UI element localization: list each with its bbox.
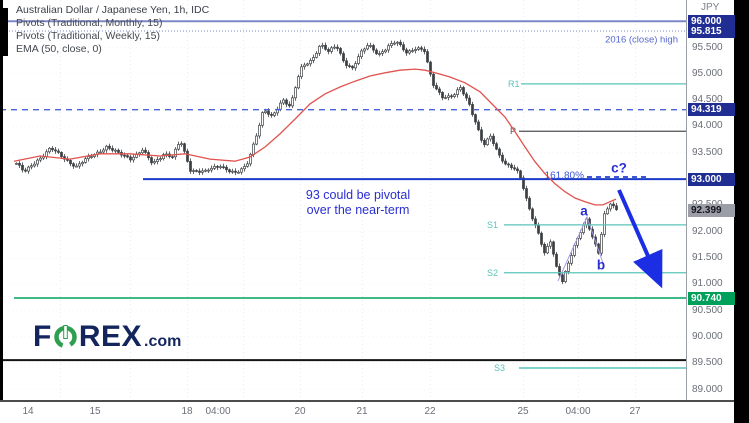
price-label-91.000: 91.000: [692, 278, 723, 290]
note-93-pivotal[interactable]: 93 could be pivotal over the near-term: [306, 188, 410, 218]
price-label-95.815[interactable]: 95.815: [688, 24, 735, 38]
time-label-0400: 04:00: [565, 406, 591, 417]
price-label-89.500: 89.500: [692, 357, 723, 369]
price-label-95.000: 95.000: [692, 67, 723, 79]
price-label-91.500: 91.500: [692, 252, 723, 264]
chart-legend: Australian Dollar / Japanese Yen, 1h, ID…: [16, 4, 209, 56]
price-label-90.740[interactable]: 90.740: [688, 291, 735, 305]
note-line-1: 93 could be pivotal: [305, 188, 411, 202]
logo-dot-com: .com: [144, 333, 182, 350]
price-label-89.000: 89.000: [692, 383, 723, 395]
logo-letter-f: F: [33, 320, 52, 353]
price-axis[interactable]: JPY 96.000 95.815 95.500 95.000 94.500 94.319…: [686, 0, 735, 423]
time-label-27: 27: [629, 406, 641, 417]
price-label-92.399[interactable]: 92.399: [688, 204, 735, 218]
legend-indicator-pivots-weekly[interactable]: Pivots (Traditional, Weekly, 15): [16, 30, 160, 42]
time-label-15: 15: [89, 406, 101, 417]
pivot-label-p: P: [510, 126, 516, 136]
projection-arrow[interactable]: [617, 189, 663, 289]
screen-edge-top-left: [0, 8, 8, 56]
price-label-94.500: 94.500: [692, 94, 723, 106]
chart-canvas[interactable]: R1 P S1 S2 S3: [0, 0, 686, 400]
pivot-label-r1: R1: [508, 79, 520, 89]
time-label-25: 25: [517, 406, 529, 417]
logo-letters-rex: REX: [78, 320, 143, 353]
forex-com-logo: F REX .com: [33, 320, 181, 354]
time-label-22: 22: [424, 406, 436, 417]
time-label-20: 20: [294, 406, 306, 417]
time-axis-border: [0, 400, 734, 402]
label-fib-161-80[interactable]: 161.80%: [544, 170, 584, 182]
price-label-94.000: 94.000: [692, 120, 723, 132]
wave-label-c[interactable]: c?: [611, 160, 627, 176]
legend-symbol-title[interactable]: Australian Dollar / Japanese Yen, 1h, ID…: [16, 4, 210, 16]
pivot-label-s1: S1: [487, 220, 498, 230]
price-label-93.500: 93.500: [692, 146, 723, 158]
zigzag-drawing[interactable]: [557, 215, 604, 282]
price-label-93.000[interactable]: 93.000: [688, 172, 735, 186]
pivot-label-s2: S2: [487, 268, 498, 278]
price-label-90.500: 90.500: [692, 304, 723, 316]
screen-edge-left: [0, 0, 3, 423]
price-label-92.000: 92.000: [692, 225, 723, 237]
pivot-label-s3: S3: [494, 363, 505, 373]
wave-label-b[interactable]: b: [596, 257, 606, 273]
time-label-21: 21: [356, 406, 368, 417]
label-2016-close-high[interactable]: 2016 (close) high: [605, 34, 678, 46]
logo-o-power-icon: [53, 324, 78, 354]
wave-label-a[interactable]: a: [580, 203, 588, 219]
price-label-95.500: 95.500: [692, 41, 723, 53]
legend-indicator-ema[interactable]: EMA (50, close, 0): [16, 43, 102, 55]
note-line-2: over the near-term: [306, 203, 410, 217]
legend-indicator-pivots-monthly[interactable]: Pivots (Traditional, Monthly, 15): [16, 17, 163, 29]
time-label-14: 14: [22, 406, 34, 417]
price-axis-currency: JPY: [701, 2, 720, 13]
price-label-94.319[interactable]: 94.319: [688, 103, 735, 117]
ema-line: [13, 68, 617, 206]
screen-edge-right: [733, 0, 749, 423]
time-axis[interactable]: 14 15 18 04:00 20 21 22 25 04:00 27: [0, 401, 734, 423]
time-label-18: 18: [181, 406, 193, 417]
candlesticks: [15, 39, 618, 285]
price-label-90.000: 90.000: [692, 330, 723, 342]
grid: [0, 0, 686, 400]
time-label-0400: 04:00: [205, 406, 231, 417]
